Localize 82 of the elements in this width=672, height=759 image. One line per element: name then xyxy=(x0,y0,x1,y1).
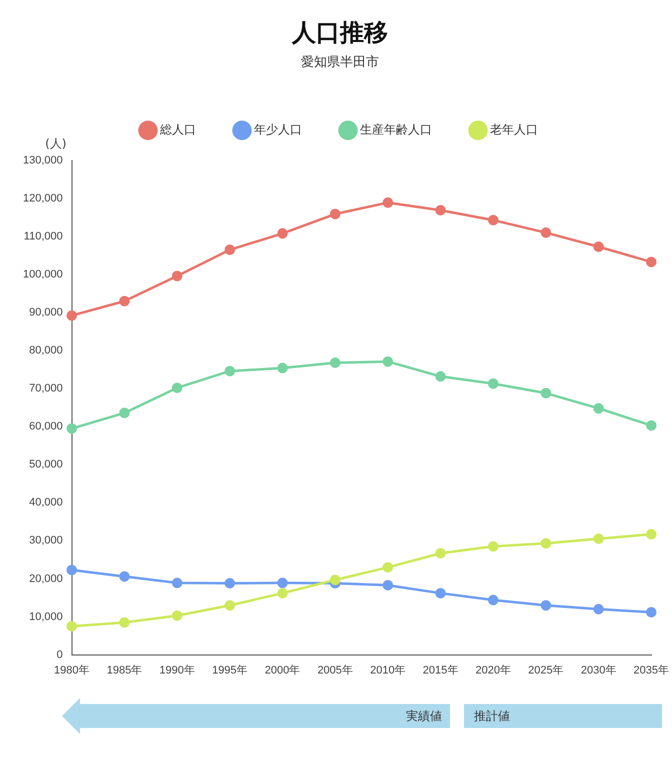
text: 実績値 xyxy=(406,708,442,725)
y-tick-label: 80,000 xyxy=(29,344,63,357)
y-tick-label: 20,000 xyxy=(29,572,63,585)
x-tick-label: 2005年 xyxy=(317,664,353,676)
point xyxy=(224,366,236,376)
point xyxy=(224,600,236,611)
y-tick-label: 120,000 xyxy=(22,192,63,204)
point xyxy=(488,378,498,389)
point xyxy=(540,388,552,398)
point xyxy=(224,578,236,589)
point xyxy=(646,420,657,431)
point xyxy=(593,403,604,414)
point xyxy=(172,610,182,621)
x-tick-label: 1990年 xyxy=(159,664,195,676)
x-tick-label: 2015年 xyxy=(422,664,458,676)
y-tick-label: 100,000 xyxy=(22,268,63,281)
point xyxy=(330,574,340,586)
y-tick-label: 40,000 xyxy=(29,496,63,509)
point xyxy=(435,548,446,559)
y-tick-label: 50,000 xyxy=(29,458,63,471)
chart-subtitle: 愛知県半田市 xyxy=(301,54,379,70)
point xyxy=(277,228,288,239)
y-tick-label: 60,000 xyxy=(29,420,63,433)
point xyxy=(66,423,78,434)
legend-label: 老年人口 xyxy=(490,122,538,137)
legend-label: 年少人口 xyxy=(254,122,302,137)
point xyxy=(66,564,78,576)
point xyxy=(330,357,340,368)
point xyxy=(382,356,394,367)
point xyxy=(488,214,498,226)
legend-label: 生産年齢人口 xyxy=(360,122,432,137)
point xyxy=(593,534,604,544)
point xyxy=(66,621,78,632)
point xyxy=(119,408,130,418)
point xyxy=(540,227,552,238)
y-tick-label: 30,000 xyxy=(29,534,63,547)
x-tick-label: 2035年 xyxy=(634,664,670,676)
x-tick-label: 2010年 xyxy=(370,664,406,676)
point xyxy=(435,371,446,382)
point xyxy=(382,197,394,208)
point xyxy=(277,578,288,588)
point xyxy=(119,617,130,628)
x-tick-label: 2000年 xyxy=(264,664,300,676)
point xyxy=(382,562,394,573)
point xyxy=(646,528,657,540)
point xyxy=(382,580,394,590)
point xyxy=(593,241,604,252)
point xyxy=(646,256,657,268)
point xyxy=(172,270,182,282)
point xyxy=(435,588,446,598)
point xyxy=(172,382,182,394)
point xyxy=(66,310,78,321)
y-axis-title: (人) xyxy=(45,136,66,151)
point xyxy=(224,244,236,256)
point xyxy=(540,538,552,549)
y-tick-label: 130,000 xyxy=(22,154,63,166)
x-tick-label: 2025年 xyxy=(528,664,564,676)
x-tick-label: 1995年 xyxy=(212,664,248,676)
point xyxy=(540,600,552,611)
point xyxy=(119,571,130,582)
point xyxy=(277,588,288,598)
x-tick-label: 2020年 xyxy=(475,664,511,676)
point xyxy=(488,541,498,552)
text: 推計値 xyxy=(474,709,510,723)
point xyxy=(172,578,182,588)
x-tick-label: 1980年 xyxy=(54,664,90,676)
x-tick-label: 1985年 xyxy=(106,664,142,676)
chart-title: 人口推移 xyxy=(291,18,388,47)
y-tick-label: 70,000 xyxy=(29,382,63,395)
point xyxy=(435,204,446,216)
point xyxy=(646,606,657,618)
point xyxy=(330,208,340,220)
y-tick-label: 110,000 xyxy=(24,230,63,242)
point xyxy=(593,604,604,614)
x-tick-label: 2030年 xyxy=(580,664,616,676)
legend-label: 総人口 xyxy=(159,122,196,137)
point xyxy=(488,594,498,606)
y-tick-label: 90,000 xyxy=(29,306,63,319)
y-tick-label: 0 xyxy=(56,648,63,661)
y-tick-label: 10,000 xyxy=(29,610,63,623)
point xyxy=(277,362,288,374)
point xyxy=(119,296,130,306)
